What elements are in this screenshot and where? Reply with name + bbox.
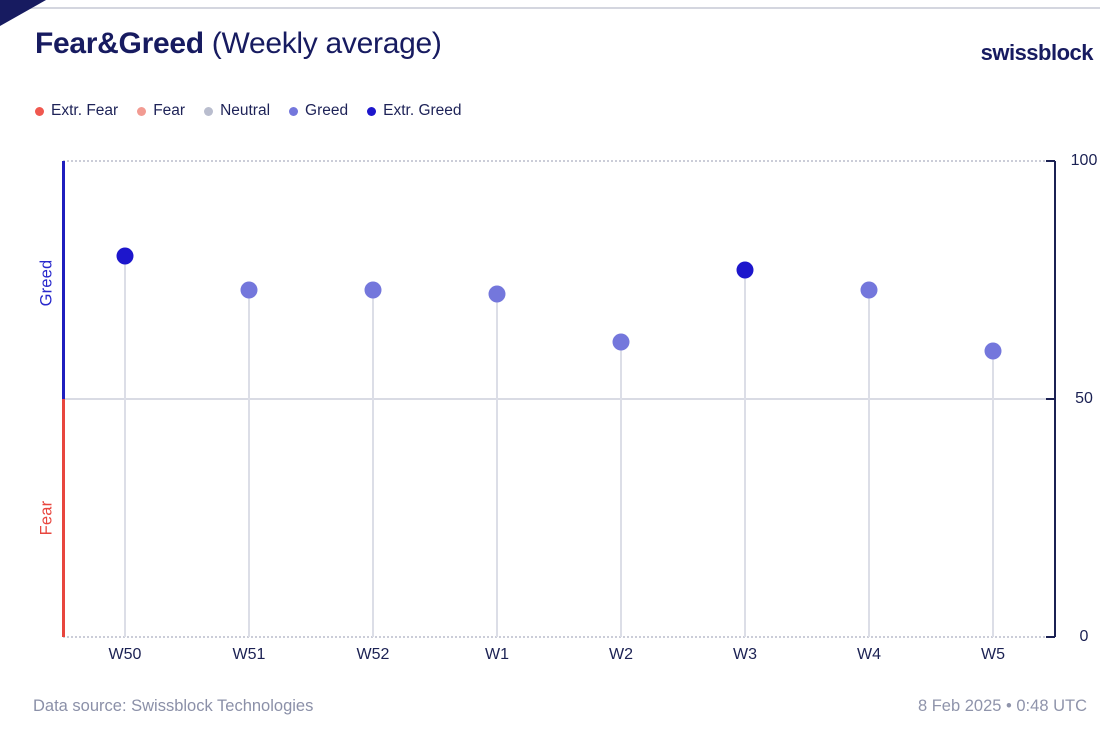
plot-area bbox=[62, 160, 1056, 638]
legend-dot-greed-icon bbox=[289, 106, 299, 116]
data-point-W1 bbox=[488, 285, 506, 303]
page-title-main: Fear&Greed bbox=[35, 27, 204, 60]
stem-W4 bbox=[868, 289, 870, 637]
header-divider bbox=[0, 7, 1100, 9]
legend-item-extreme_fear: Extr. Fear bbox=[35, 102, 118, 120]
x-tick-label-W52: W52 bbox=[356, 646, 390, 663]
gridline-100 bbox=[63, 160, 1049, 162]
y-tick-mark-50 bbox=[1046, 398, 1055, 400]
brand-logo: swissblock bbox=[980, 40, 1094, 65]
corner-ribbon-icon bbox=[0, 0, 46, 26]
gridline-50 bbox=[63, 398, 1055, 400]
x-tick-label-W51: W51 bbox=[232, 646, 266, 663]
stem-W1 bbox=[496, 294, 498, 637]
y-tick-label-0: 0 bbox=[1079, 628, 1089, 645]
x-tick-label-W5: W5 bbox=[981, 646, 1005, 663]
y-tick-label-100: 100 bbox=[1070, 152, 1098, 169]
data-point-W51 bbox=[240, 281, 258, 299]
x-tick-label-W2: W2 bbox=[609, 646, 633, 663]
data-point-W4 bbox=[860, 281, 878, 299]
stem-W5 bbox=[992, 351, 994, 637]
data-point-W52 bbox=[364, 281, 382, 299]
legend-item-greed: Greed bbox=[289, 102, 348, 120]
right-axis-line bbox=[1054, 161, 1056, 637]
legend-label-extreme_fear: Extr. Fear bbox=[51, 102, 119, 119]
legend-item-fear: Fear bbox=[137, 102, 185, 120]
gridline-0 bbox=[63, 636, 1049, 638]
page-title: Fear&Greed (Weekly average) bbox=[35, 27, 442, 61]
legend-label-greed: Greed bbox=[305, 102, 349, 119]
y-tick-mark-0 bbox=[1046, 636, 1055, 638]
left-axis-fear-segment bbox=[62, 399, 65, 637]
stem-W50 bbox=[124, 256, 126, 637]
legend-dot-fear-icon bbox=[137, 106, 147, 116]
data-point-W2 bbox=[612, 333, 630, 351]
y-axis-tick-labels: 0 50 100 bbox=[1064, 152, 1100, 645]
chart-legend: Extr. Fear Fear Neutral Greed Extr. Greed bbox=[35, 102, 462, 120]
data-point-W5 bbox=[984, 342, 1002, 360]
stem-W52 bbox=[372, 289, 374, 637]
legend-dot-extreme_greed-icon bbox=[367, 106, 377, 116]
page-title-sub: (Weekly average) bbox=[211, 27, 442, 60]
y-axis-label-greed: Greed bbox=[37, 259, 56, 307]
legend-dot-neutral-icon bbox=[204, 106, 214, 116]
data-point-W3 bbox=[736, 261, 754, 279]
legend-dot-extreme_fear-icon bbox=[35, 106, 44, 116]
x-tick-label-W50: W50 bbox=[108, 646, 142, 663]
timestamp: 8 Feb 2025 • 0:48 UTC bbox=[917, 697, 1087, 715]
stem-W2 bbox=[620, 341, 622, 637]
x-tick-label-W3: W3 bbox=[733, 646, 757, 663]
x-tick-label-W4: W4 bbox=[857, 646, 881, 663]
data-source-note: Data source: Swissblock Technologies bbox=[33, 697, 314, 715]
y-tick-mark-100 bbox=[1046, 160, 1055, 162]
x-tick-label-W1: W1 bbox=[485, 646, 509, 663]
y-tick-label-50: 50 bbox=[1075, 390, 1093, 407]
legend-label-neutral: Neutral bbox=[220, 102, 271, 119]
legend-item-neutral: Neutral bbox=[204, 102, 270, 120]
data-point-W50 bbox=[116, 247, 134, 265]
left-axis-greed-segment bbox=[62, 161, 65, 399]
legend-label-extreme_greed: Extr. Greed bbox=[383, 102, 462, 119]
legend-item-extreme_greed: Extr. Greed bbox=[367, 102, 462, 120]
x-axis-labels: W50 W51 W52 W1 W2 W3 W4 W5 bbox=[63, 646, 1055, 668]
legend-label-fear: Fear bbox=[153, 102, 186, 119]
stem-W3 bbox=[744, 270, 746, 637]
page-title-sub-spacer bbox=[204, 27, 212, 60]
y-axis-label-fear: Fear bbox=[37, 500, 56, 536]
stem-W51 bbox=[248, 289, 250, 637]
